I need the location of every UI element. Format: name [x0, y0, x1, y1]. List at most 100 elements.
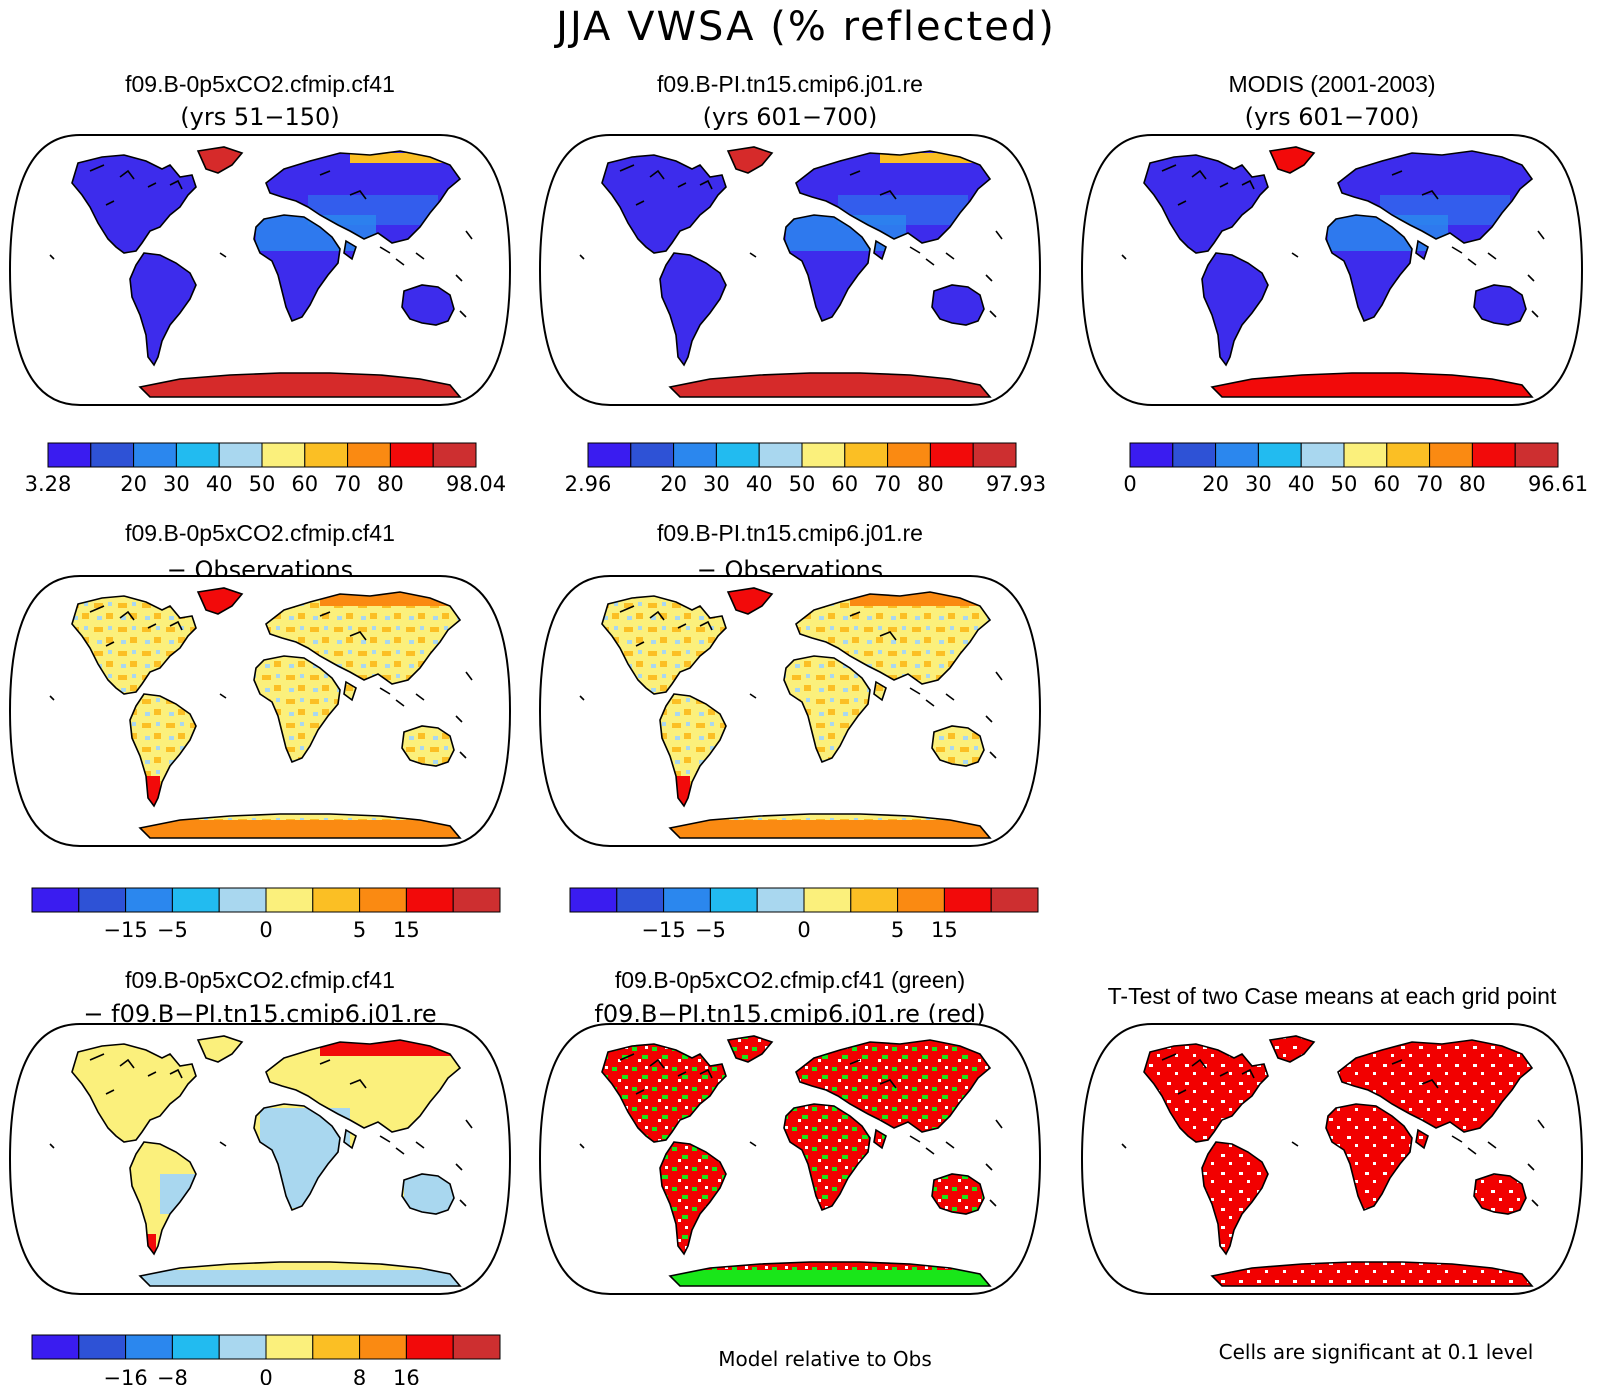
panel-title-line1: MODIS (2001-2003) [1228, 71, 1435, 97]
colorbar-swatch [709, 887, 758, 913]
colorbar-tick-label: 40 [1288, 472, 1315, 496]
colorbar-tick-label: 5 [353, 918, 366, 942]
colorbar-swatch [359, 1334, 407, 1360]
colorbar-tick-label: 8 [353, 1366, 366, 1385]
colorbar-tick-label: 0 [259, 918, 272, 942]
colorbar-tick-label: 40 [206, 472, 233, 496]
colorbar-swatch [265, 887, 314, 913]
colorbars-layer: 3.28 20 30 40 50 60 70 80 98.04 2.96 20 30 40 50 60 70 8… [25, 442, 1588, 1385]
colorbar-swatch [31, 1334, 80, 1360]
colorbar-tick-label: 30 [163, 472, 190, 496]
colorbar-swatch [432, 442, 477, 468]
colorbar-tick-label: −8 [157, 1366, 188, 1385]
colorbar-swatch [1514, 442, 1559, 468]
world-map [1080, 134, 1584, 406]
map-panel-p2: f09.B-PI.tn15.cmip6.j01.re (yrs 601−700) [538, 71, 1042, 406]
colorbar-swatch [929, 442, 974, 468]
colorbar-swatch [972, 442, 1017, 468]
colorbar-tick-label: −5 [695, 918, 726, 942]
colorbar-tick-label: 96.61 [1528, 472, 1588, 496]
colorbar-swatch [261, 442, 306, 468]
colorbar-tick-label: 50 [249, 472, 276, 496]
colorbar-tick-label: 40 [746, 472, 773, 496]
colorbar-tick-label: 80 [377, 472, 404, 496]
footnote-significance: Cells are significant at 0.1 level [1219, 1340, 1534, 1364]
colorbar-swatch [78, 1334, 127, 1360]
colorbar-tick-label: 80 [1459, 472, 1486, 496]
panel-title-line1: f09.B-0p5xCO2.cfmip.cf41 (green) [615, 967, 965, 993]
colorbar-tick-label: 0 [797, 918, 810, 942]
colorbar-swatch [312, 887, 361, 913]
colorbar-swatch [587, 442, 632, 468]
world-map [538, 1023, 1042, 1295]
colorbar-swatch [887, 442, 931, 468]
colorbar-cb7: −16 −8 0 8 16 [31, 1334, 501, 1385]
colorbar-cb4: −15 −5 0 5 15 [31, 887, 501, 942]
colorbar-swatch [125, 887, 173, 913]
colorbar-swatch [630, 442, 675, 468]
map-panel-p4: f09.B-0p5xCO2.cfmip.cf41− Observations [8, 520, 512, 847]
colorbar-swatch [616, 887, 665, 913]
colorbar-swatch [304, 442, 349, 468]
world-map [8, 575, 512, 847]
colorbar-swatch [801, 442, 846, 468]
colorbar-swatch [1257, 442, 1302, 468]
colorbar-swatch [171, 1334, 220, 1360]
panel-title-line1: f09.B-PI.tn15.cmip6.j01.re [657, 71, 923, 97]
panel-title-line1: f09.B-PI.tn15.cmip6.j01.re [657, 520, 923, 546]
colorbar-swatch [389, 442, 434, 468]
colorbar-swatch [897, 887, 945, 913]
panel-title-line1: f09.B-0p5xCO2.cfmip.cf41 [125, 967, 395, 993]
colorbar-swatch [569, 887, 618, 913]
colorbar-swatch [265, 1334, 314, 1360]
colorbar-tick-label: 30 [703, 472, 730, 496]
colorbar-tick-label: −15 [103, 918, 147, 942]
panels-layer: f09.B-0p5xCO2.cfmip.cf41(yrs 51−150)f09.… [8, 71, 1584, 1295]
map-panel-p7: f09.B-0p5xCO2.cfmip.cf41− f09.B−PI.tn15.… [8, 967, 512, 1295]
colorbar-swatch [1471, 442, 1516, 468]
colorbar-tick-label: 50 [789, 472, 816, 496]
colorbar-cb1: 3.28 20 30 40 50 60 70 80 98.04 [25, 442, 506, 496]
colorbar-tick-label: −5 [157, 918, 188, 942]
colorbar-swatch [943, 887, 992, 913]
colorbar-swatch [405, 887, 454, 913]
colorbar-swatch [1386, 442, 1431, 468]
map-panel-p1: f09.B-0p5xCO2.cfmip.cf41 (yrs 51−150) [8, 71, 512, 406]
colorbar-tick-label: 2.96 [565, 472, 612, 496]
colorbar-swatch [347, 442, 391, 468]
colorbar-tick-label: 80 [917, 472, 944, 496]
colorbar-tick-label: 30 [1245, 472, 1272, 496]
colorbar-swatch [1215, 442, 1259, 468]
colorbar-swatch [758, 442, 803, 468]
colorbar-swatch [844, 442, 889, 468]
colorbar-swatch [312, 1334, 361, 1360]
colorbar-tick-label: −15 [641, 918, 685, 942]
colorbar-tick-label: 70 [874, 472, 901, 496]
colorbar-swatch [78, 887, 127, 913]
colorbar-swatch [175, 442, 220, 468]
colorbar-tick-label: 70 [1416, 472, 1443, 496]
panel-title-line1: T-Test of two Case means at each grid po… [1108, 983, 1557, 1009]
colorbar-cb2: 2.96 20 30 40 50 60 70 80 97.93 [565, 442, 1046, 496]
colorbar-swatch [133, 442, 177, 468]
colorbar-tick-label: 60 [1373, 472, 1400, 496]
colorbar-tick-label: 16 [393, 1366, 420, 1385]
colorbar-tick-label: 98.04 [446, 472, 506, 496]
panel-title-line1: f09.B-0p5xCO2.cfmip.cf41 [125, 520, 395, 546]
map-panel-p3: MODIS (2001-2003) (yrs 601−700) [1080, 71, 1584, 406]
map-panel-p5: f09.B-PI.tn15.cmip6.j01.re− Observations [538, 520, 1042, 847]
colorbar-swatch [218, 887, 267, 913]
colorbar-tick-label: 60 [291, 472, 318, 496]
map-panel-p9: T-Test of two Case means at each grid po… [1080, 983, 1584, 1295]
colorbar-tick-label: 97.93 [986, 472, 1046, 496]
colorbar-swatch [359, 887, 407, 913]
colorbar-tick-label: 0 [1123, 472, 1136, 496]
colorbar-swatch [171, 887, 220, 913]
world-map [1080, 1023, 1584, 1295]
colorbar-swatch [1172, 442, 1217, 468]
colorbar-tick-label: 5 [891, 918, 904, 942]
colorbar-swatch [405, 1334, 454, 1360]
colorbar-swatch [31, 887, 80, 913]
footnote-model-relative: Model relative to Obs [718, 1347, 932, 1371]
